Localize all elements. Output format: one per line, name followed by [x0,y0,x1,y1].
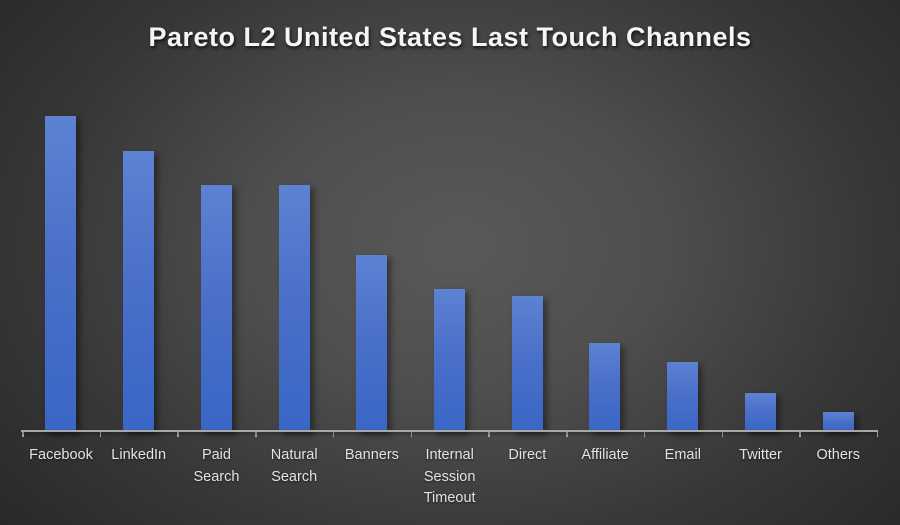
x-axis-tick [721,432,724,437]
bar-others [822,412,854,432]
x-axis-label-banners: Banners [344,447,399,463]
x-axis-label-internal-session-timeout: Internal Session Timeout [423,447,476,506]
bar-natural-search [278,185,310,432]
x-axis-tick [876,432,879,437]
x-axis-label-others: Others [816,447,861,463]
x-axis-label-linkedin: LinkedIn [111,447,167,463]
x-axis-tick [566,432,568,437]
bar-linkedin [123,150,155,432]
chart-title: Pareto L2 United States Last Touch Chann… [148,22,752,52]
x-axis-label-direct: Direct [508,447,547,463]
bar-facebook [45,116,77,432]
x-axis-tick [255,432,257,437]
x-axis-tick [643,432,646,437]
x-axis-label-email: Email [664,447,701,463]
x-axis-label-paid-search: Paid Search [193,447,240,485]
x-axis-tick [410,432,413,437]
x-axis-line [21,430,878,432]
bar-direct [511,295,543,432]
x-axis-tick [22,432,24,437]
x-axis-tick [488,432,490,437]
bar-internal-session-timeout [433,289,465,432]
bar-banners [356,254,388,432]
bar-twitter [744,393,776,432]
bar-affiliate [589,342,621,432]
x-axis-label-facebook: Facebook [29,447,93,463]
bar-email [667,361,699,432]
x-axis-tick [177,432,179,437]
x-axis-tick [799,432,801,437]
x-axis-label-affiliate: Affiliate [581,447,629,463]
x-axis-tick [332,432,335,437]
bar-paid-search [200,185,232,432]
x-axis-label-natural-search: Natural Search [270,447,318,485]
x-axis-label-twitter: Twitter [739,447,782,463]
x-axis-tick [99,432,102,437]
